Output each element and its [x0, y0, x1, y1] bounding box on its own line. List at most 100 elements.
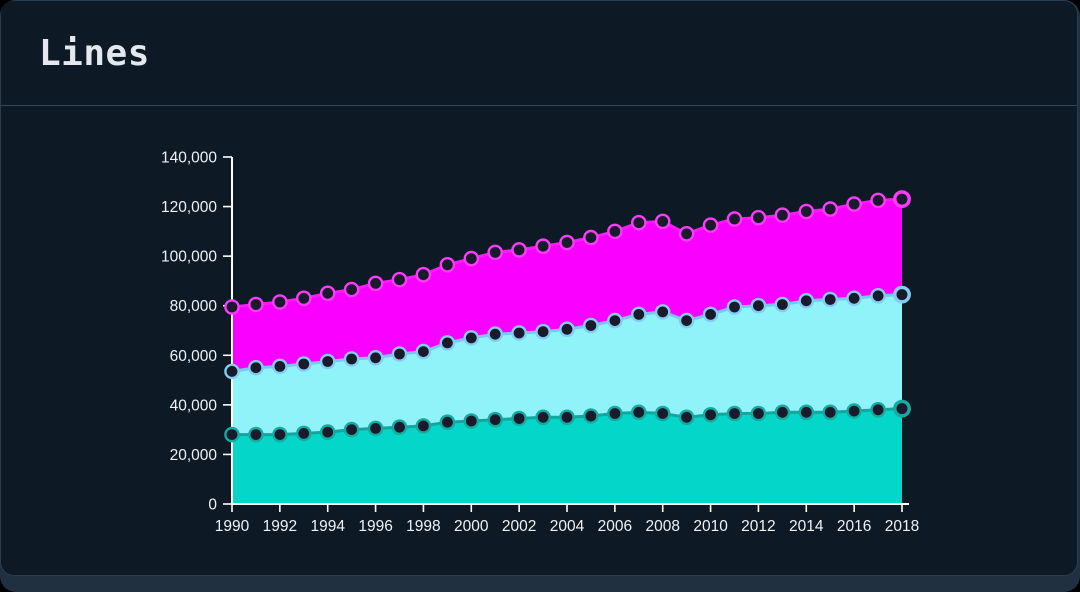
magenta-area-point[interactable]: [678, 225, 695, 242]
pale-cyan-area-point[interactable]: [439, 335, 456, 351]
teal-area-point[interactable]: [822, 404, 839, 421]
teal-area-point[interactable]: [367, 420, 384, 437]
pale-cyan-area-point[interactable]: [870, 287, 886, 304]
teal-area-point[interactable]: [583, 408, 599, 424]
pale-cyan-area-point[interactable]: [248, 359, 264, 376]
teal-area-point[interactable]: [631, 404, 647, 421]
pale-cyan-area-point[interactable]: [893, 285, 911, 304]
teal-area-point[interactable]: [702, 406, 719, 423]
pale-cyan-area-point[interactable]: [607, 312, 623, 329]
pale-cyan-area-point[interactable]: [774, 296, 791, 313]
card-title: Lines: [39, 32, 150, 74]
magenta-area-point[interactable]: [654, 213, 671, 230]
teal-area-point[interactable]: [295, 425, 312, 442]
pale-cyan-area-point[interactable]: [487, 326, 504, 343]
magenta-area-point[interactable]: [224, 299, 240, 315]
teal-area-point[interactable]: [607, 405, 623, 422]
magenta-area-point[interactable]: [367, 275, 384, 292]
magenta-area-point[interactable]: [750, 209, 767, 226]
teal-area-point[interactable]: [535, 409, 551, 426]
pale-cyan-area-point[interactable]: [678, 312, 695, 329]
magenta-area-point[interactable]: [272, 294, 288, 310]
teal-area-point[interactable]: [487, 411, 504, 428]
magenta-area-point[interactable]: [583, 229, 599, 246]
teal-area-point[interactable]: [726, 405, 743, 422]
teal-area-point[interactable]: [272, 426, 288, 443]
teal-area-point[interactable]: [559, 409, 575, 426]
teal-area-point[interactable]: [248, 426, 264, 443]
y-tick-label: 40,000: [170, 397, 218, 414]
teal-area-point[interactable]: [415, 418, 432, 434]
pale-cyan-area-point[interactable]: [415, 343, 432, 360]
y-tick-label: 140,000: [161, 150, 217, 167]
magenta-area-point[interactable]: [559, 234, 575, 251]
teal-area-point[interactable]: [511, 410, 527, 427]
magenta-area-point[interactable]: [511, 242, 527, 258]
magenta-area-point[interactable]: [439, 256, 456, 273]
teal-area-point[interactable]: [750, 405, 767, 422]
x-tick-label: 2006: [598, 518, 632, 535]
teal-area-point[interactable]: [463, 413, 480, 429]
x-tick-label: 2004: [550, 518, 585, 535]
magenta-area-point[interactable]: [319, 285, 336, 302]
magenta-area-point[interactable]: [798, 203, 815, 220]
teal-area-point[interactable]: [846, 403, 862, 419]
pale-cyan-area-point[interactable]: [654, 304, 671, 320]
magenta-area-point[interactable]: [893, 190, 911, 209]
teal-area-point[interactable]: [319, 424, 336, 440]
pale-cyan-area-point[interactable]: [224, 363, 240, 380]
magenta-area-point[interactable]: [487, 244, 504, 261]
magenta-area-point[interactable]: [822, 201, 839, 217]
teal-area-point[interactable]: [774, 404, 791, 421]
teal-area-point[interactable]: [439, 414, 456, 431]
pale-cyan-area-point[interactable]: [367, 349, 384, 366]
magenta-area-point[interactable]: [343, 281, 360, 298]
magenta-area-point[interactable]: [870, 192, 886, 209]
line-chart: 0 20,000 40,000 60,000 80,000 100,000 120,000 1…: [161, 150, 919, 536]
magenta-area-point[interactable]: [631, 214, 647, 231]
pale-cyan-area-point[interactable]: [272, 358, 288, 375]
pale-cyan-area-point[interactable]: [583, 317, 599, 334]
teal-area-point[interactable]: [678, 409, 695, 426]
pale-cyan-area-point[interactable]: [535, 323, 551, 340]
y-tick-label: 0: [208, 497, 217, 514]
pale-cyan-area-point[interactable]: [559, 321, 575, 338]
magenta-area-point[interactable]: [702, 217, 719, 233]
pale-cyan-area-point[interactable]: [750, 297, 767, 314]
teal-area-point[interactable]: [798, 404, 815, 421]
teal-area-point[interactable]: [654, 405, 671, 422]
pale-cyan-area-point[interactable]: [702, 306, 719, 323]
teal-area-point[interactable]: [224, 426, 240, 443]
pale-cyan-area-point[interactable]: [319, 353, 336, 370]
magenta-area-point[interactable]: [463, 250, 480, 267]
magenta-area-point[interactable]: [391, 271, 408, 288]
teal-area-point[interactable]: [343, 421, 360, 438]
magenta-area-point[interactable]: [607, 223, 623, 240]
x-tick-label: 2014: [789, 518, 824, 535]
pale-cyan-area-point[interactable]: [511, 325, 527, 341]
pale-cyan-area-point[interactable]: [343, 351, 360, 367]
pale-cyan-area-point[interactable]: [846, 290, 862, 307]
pale-cyan-area-point[interactable]: [798, 292, 815, 309]
pale-cyan-area-point[interactable]: [822, 291, 839, 308]
x-tick-label: 2010: [693, 518, 728, 535]
pale-cyan-area-point[interactable]: [631, 306, 647, 323]
pale-cyan-area-point[interactable]: [726, 299, 743, 315]
x-tick-label: 2018: [885, 518, 919, 535]
magenta-area-point[interactable]: [248, 296, 264, 313]
teal-area-point[interactable]: [870, 401, 886, 418]
pale-cyan-area-point[interactable]: [295, 356, 312, 372]
teal-area-point[interactable]: [893, 399, 911, 418]
y-tick-label: 120,000: [161, 199, 217, 216]
magenta-area-point[interactable]: [535, 238, 551, 254]
pale-cyan-area-point[interactable]: [391, 346, 408, 362]
magenta-area-point[interactable]: [295, 290, 312, 307]
magenta-area-point[interactable]: [774, 207, 791, 223]
magenta-area-point[interactable]: [846, 196, 862, 212]
y-tick-label: 80,000: [170, 298, 218, 315]
magenta-area-point[interactable]: [415, 266, 432, 283]
pale-cyan-area-point[interactable]: [463, 330, 480, 346]
magenta-area-point[interactable]: [726, 211, 743, 227]
teal-area-point[interactable]: [391, 419, 408, 436]
